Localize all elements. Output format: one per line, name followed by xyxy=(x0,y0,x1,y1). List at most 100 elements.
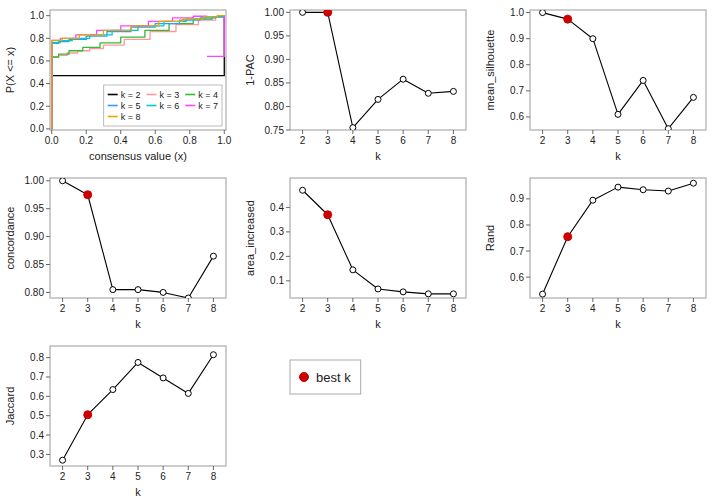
x-axis-label: k xyxy=(135,318,141,330)
x-tick-label: 3 xyxy=(85,303,91,314)
y-tick-label: 1.0 xyxy=(510,7,524,18)
x-tick-label: 3 xyxy=(85,471,91,482)
y-tick xyxy=(46,15,50,16)
point xyxy=(210,253,216,259)
point xyxy=(690,94,696,100)
x-tick xyxy=(138,298,139,302)
point xyxy=(425,90,431,96)
x-tick xyxy=(188,298,189,302)
point xyxy=(565,234,571,240)
y-tick xyxy=(46,180,50,181)
legend-label: k = 8 xyxy=(121,112,141,122)
x-tick-label: 2 xyxy=(60,303,66,314)
series-line xyxy=(52,16,225,129)
x-tick xyxy=(62,298,63,302)
y-tick xyxy=(286,106,290,107)
data-layer xyxy=(52,16,225,129)
x-tick-label: 3 xyxy=(565,135,571,146)
y-tick-label: 0.85 xyxy=(25,259,45,270)
y-tick-label: 0.8 xyxy=(30,33,44,44)
y-tick xyxy=(286,12,290,13)
y-tick xyxy=(526,277,530,278)
x-tick xyxy=(403,130,404,134)
legend-label: k = 7 xyxy=(198,101,218,111)
legend: best k xyxy=(290,360,361,394)
legend: k = 2k = 3k = 4k = 5k = 6k = 7k = 8 xyxy=(104,85,222,126)
legend-frame xyxy=(104,85,222,126)
x-tick xyxy=(87,298,88,302)
x-tick xyxy=(378,298,379,302)
x-tick-label: 8 xyxy=(451,135,457,146)
point xyxy=(300,187,306,193)
y-tick xyxy=(46,292,50,293)
x-tick-label: 7 xyxy=(666,303,672,314)
y-tick-label: 0.8 xyxy=(30,352,44,363)
legend-swatch xyxy=(146,94,156,96)
y-tick xyxy=(526,90,530,91)
y-tick xyxy=(286,59,290,60)
series-line xyxy=(52,16,225,129)
plot-frame xyxy=(530,178,706,298)
series-line xyxy=(52,16,225,129)
x-tick-label: 6 xyxy=(640,303,646,314)
x-tick-label: 6 xyxy=(160,471,166,482)
point xyxy=(665,126,671,130)
y-tick-label: 0.90 xyxy=(25,231,45,242)
point xyxy=(590,36,596,42)
x-axis-label: k xyxy=(615,318,621,330)
y-axis-label: P(X <= x) xyxy=(4,47,16,93)
best-point xyxy=(84,411,92,419)
y-tick xyxy=(286,280,290,281)
plot-frame xyxy=(530,10,706,130)
series-line xyxy=(63,181,214,298)
legend-frame xyxy=(290,360,361,394)
point xyxy=(665,188,671,194)
x-tick-label: 7 xyxy=(186,471,192,482)
x-tick-label: 7 xyxy=(666,135,672,146)
x-tick-label: 4 xyxy=(350,303,356,314)
point xyxy=(350,125,356,130)
x-tick-label: 8 xyxy=(691,135,697,146)
x-tick-label: 3 xyxy=(325,303,331,314)
point xyxy=(325,10,331,15)
x-tick-label: 8 xyxy=(211,471,217,482)
data-layer xyxy=(540,10,697,130)
x-tick xyxy=(453,130,454,134)
point xyxy=(425,291,431,297)
point xyxy=(640,77,646,83)
point xyxy=(160,375,166,381)
x-tick-label: 5 xyxy=(615,303,621,314)
x-tick-label: 1.0 xyxy=(217,135,231,146)
point xyxy=(540,291,546,297)
x-tick xyxy=(592,298,593,302)
legend-label: k = 6 xyxy=(159,101,179,111)
y-tick-label: 0.6 xyxy=(510,111,524,122)
x-tick-label: 3 xyxy=(325,135,331,146)
panel: 0.00.20.40.60.81.00.00.20.40.60.81.0cons… xyxy=(4,10,232,162)
plot-frame xyxy=(50,346,226,466)
y-tick xyxy=(46,106,50,107)
y-axis-label: mean_silhouette xyxy=(484,30,496,111)
y-tick-label: 0.90 xyxy=(265,54,285,65)
x-tick xyxy=(378,130,379,134)
y-tick-label: 0.1 xyxy=(270,275,284,286)
data-layer xyxy=(60,352,217,463)
y-tick xyxy=(46,264,50,265)
y-tick xyxy=(526,38,530,39)
y-tick-label: 0.80 xyxy=(265,101,285,112)
x-tick xyxy=(163,466,164,470)
x-tick-label: 5 xyxy=(135,303,141,314)
x-tick-label: 5 xyxy=(615,135,621,146)
x-tick-label: 4 xyxy=(590,135,596,146)
y-tick-label: 0.2 xyxy=(270,251,284,262)
point xyxy=(185,390,191,396)
x-tick xyxy=(428,130,429,134)
x-tick-label: 4 xyxy=(350,135,356,146)
y-tick xyxy=(46,357,50,358)
x-tick xyxy=(668,298,669,302)
point xyxy=(640,187,646,193)
point xyxy=(60,178,66,184)
x-tick-label: 6 xyxy=(400,135,406,146)
x-tick xyxy=(453,298,454,302)
y-tick xyxy=(526,64,530,65)
